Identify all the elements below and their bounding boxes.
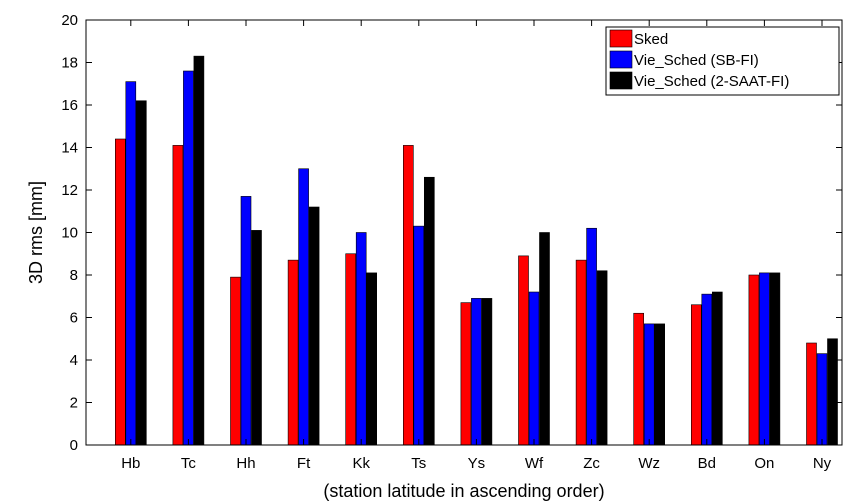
bar-ft-series-3 xyxy=(308,206,320,446)
bar-kk-series-1 xyxy=(345,253,357,446)
bar-hb-series-1 xyxy=(115,138,126,446)
x-tick-label: Ys xyxy=(468,455,486,472)
legend: Sked Vie_Sched (SB-FI) Vie_Sched (2-SAAT-F… xyxy=(605,26,840,96)
x-tick-label: Tc xyxy=(181,455,197,472)
bar-hh-series-3 xyxy=(251,230,262,446)
x-tick-label: Kk xyxy=(352,455,370,472)
bar-wf-series-2 xyxy=(528,291,540,446)
x-tick-label: Hb xyxy=(121,455,140,472)
bar-ts-series-3 xyxy=(423,176,435,446)
y-axis-ticks: 0 2 4 6 8 10 12 14 16 18 20 xyxy=(61,12,842,454)
bar-on-series-2 xyxy=(759,272,770,446)
bar-kk-series-3 xyxy=(366,272,378,446)
bar-on-series-3 xyxy=(769,272,781,446)
bar-zc-series-3 xyxy=(596,270,608,446)
bar-hh-series-2 xyxy=(240,196,252,446)
y-tick-label: 2 xyxy=(70,395,78,412)
x-tick-label: Zc xyxy=(583,455,600,472)
legend-swatch xyxy=(609,71,633,90)
bar-wf-series-3 xyxy=(539,232,550,446)
y-tick-label: 8 xyxy=(70,267,78,284)
bar-tc-series-3 xyxy=(193,55,205,446)
bar-hb-series-3 xyxy=(136,100,147,446)
bar-hh-series-1 xyxy=(230,276,241,446)
legend-box xyxy=(605,26,840,96)
bar-wz-series-3 xyxy=(654,323,666,446)
x-axis-label: (station latitude in ascending order) xyxy=(323,481,604,501)
bar-ts-series-1 xyxy=(402,145,414,446)
y-tick-label: 14 xyxy=(61,140,78,157)
y-tick-label: 6 xyxy=(70,310,78,327)
bar-ys-series-3 xyxy=(481,298,493,446)
bar-on-series-1 xyxy=(748,274,760,446)
legend-swatch xyxy=(609,29,633,48)
y-tick-label: 18 xyxy=(61,55,78,72)
bar-wz-series-2 xyxy=(643,323,655,446)
y-tick-label: 16 xyxy=(61,97,78,114)
x-tick-label: Wz xyxy=(638,455,660,472)
bar-ny-series-1 xyxy=(806,342,817,446)
bar-tc-series-1 xyxy=(172,145,184,446)
bar-kk-series-2 xyxy=(355,232,367,446)
x-tick-label: Hh xyxy=(236,455,255,472)
bar-ft-series-1 xyxy=(287,259,299,446)
bar-zc-series-1 xyxy=(575,259,587,446)
x-tick-label: Ft xyxy=(297,455,311,472)
bar-zc-series-2 xyxy=(586,227,597,446)
bar-ny-series-3 xyxy=(827,338,838,446)
bar-ft-series-2 xyxy=(298,168,309,446)
bar-ts-series-2 xyxy=(413,225,425,446)
y-tick-label: 12 xyxy=(61,182,78,199)
x-axis-ticks: Hb Tc Hh Ft Kk Ts Ys Wf Zc Wz Bd On Ny xyxy=(121,20,832,472)
bar-tc-series-2 xyxy=(183,70,194,446)
y-axis-label: 3D rms [mm] xyxy=(26,181,46,284)
bar-wz-series-1 xyxy=(633,312,645,446)
x-tick-label: Bd xyxy=(698,455,716,472)
y-tick-label: 20 xyxy=(61,12,78,29)
bar-wf-series-1 xyxy=(518,255,529,446)
bar-bd-series-1 xyxy=(690,304,702,446)
y-tick-label: 0 xyxy=(70,437,78,454)
y-tick-label: 10 xyxy=(61,225,78,242)
legend-swatch xyxy=(609,50,633,69)
legend-label: Sked xyxy=(634,31,668,48)
x-tick-label: Ny xyxy=(813,455,832,472)
bars-group xyxy=(115,55,838,446)
x-tick-label: Wf xyxy=(525,455,544,472)
bar-ny-series-2 xyxy=(816,353,828,446)
legend-label: Vie_Sched (2-SAAT-FI) xyxy=(634,73,789,90)
bar-ys-series-2 xyxy=(471,298,482,446)
bar-hb-series-2 xyxy=(125,81,137,446)
x-tick-label: On xyxy=(754,455,774,472)
bar-bd-series-3 xyxy=(711,291,723,446)
bar-bd-series-2 xyxy=(701,293,713,446)
bar-ys-series-1 xyxy=(460,302,472,446)
y-tick-label: 4 xyxy=(70,352,78,369)
legend-label: Vie_Sched (SB-FI) xyxy=(634,52,759,69)
x-tick-label: Ts xyxy=(411,455,426,472)
